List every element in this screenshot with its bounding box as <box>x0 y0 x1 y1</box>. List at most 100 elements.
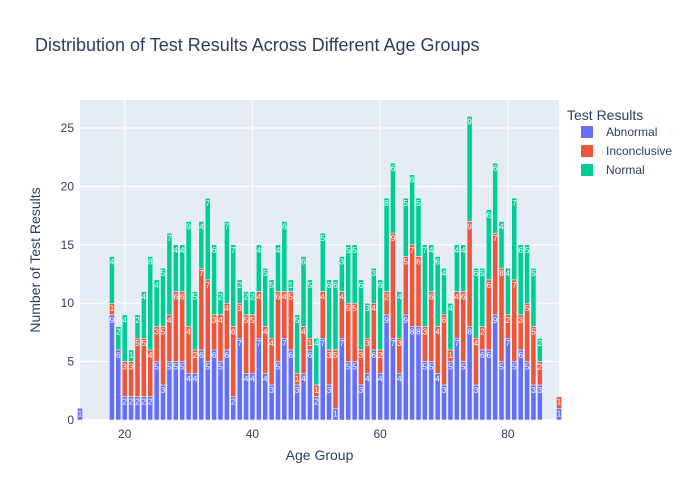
bar-normal <box>319 232 326 292</box>
y-tick-label: 15 <box>61 238 75 252</box>
bar-value-label: 6 <box>359 281 364 290</box>
bar-value-label: 1 <box>557 409 562 418</box>
bar-value-label: 7 <box>225 222 230 231</box>
x-axis-title: Age Group <box>286 447 354 463</box>
bar-normal <box>287 279 294 292</box>
bar-value-label: 4 <box>174 246 179 255</box>
bar-value-label: 2 <box>135 398 140 407</box>
bar-normal <box>160 267 166 327</box>
bar-value-label: 6 <box>391 164 396 173</box>
bar-value-label: 3 <box>372 269 377 278</box>
bar-value-label: 5 <box>346 304 351 313</box>
bar-value-label: 7 <box>512 199 517 208</box>
bar-value-label: 3 <box>340 257 345 266</box>
bar-value-label: 4 <box>372 304 377 313</box>
bar-normal <box>434 256 441 327</box>
x-tick-label: 80 <box>501 427 515 441</box>
bar-value-label: 2 <box>480 328 485 337</box>
bar-inconclusive <box>179 291 185 362</box>
bar-normal <box>262 267 269 327</box>
bar-value-label: 6 <box>461 293 466 302</box>
bar-value-label: 2 <box>244 293 249 302</box>
bar-value-label: 9 <box>403 316 408 325</box>
bar-abnormal <box>454 337 460 421</box>
legend-swatch-inconclusive <box>581 145 593 157</box>
bar-value-label: 2 <box>250 293 255 302</box>
bar-value-label: 3 <box>397 339 402 348</box>
bar-normal <box>466 116 473 222</box>
bar-value-label: 5 <box>180 363 185 372</box>
bar-abnormal <box>307 349 313 421</box>
bar-normal <box>332 279 339 351</box>
bar-inconclusive <box>441 314 447 386</box>
bar-value-label: 3 <box>129 363 134 372</box>
bar-normal <box>441 267 447 316</box>
bar-value-label: 3 <box>327 351 332 360</box>
bar-normal <box>192 291 198 351</box>
bar-value-label: 6 <box>493 164 498 173</box>
bar-normal <box>300 256 307 327</box>
bar-normal <box>415 197 422 257</box>
bar-abnormal <box>505 337 511 421</box>
bar-abnormal <box>211 349 217 421</box>
bar-value-label: 3 <box>365 339 370 348</box>
bar-value-label: 1 <box>333 409 338 418</box>
bar-value-label: 4 <box>442 269 447 278</box>
bar-value-label: 5 <box>244 316 249 325</box>
bar-value-label: 7 <box>320 339 325 348</box>
bar-value-label: 6 <box>487 211 492 220</box>
bar-value-label: 3 <box>359 351 364 360</box>
bar-normal <box>383 197 390 292</box>
bar-normal <box>134 314 141 339</box>
bar-value-label: 7 <box>257 339 262 348</box>
bar-value-label: 4 <box>378 374 383 383</box>
bar-value-label: 6 <box>301 257 306 266</box>
bar-normal <box>473 267 479 339</box>
bar-value-label: 7 <box>340 339 345 348</box>
bar-value-label: 3 <box>538 386 543 395</box>
bar-value-label: 4 <box>250 374 255 383</box>
bar-normal <box>153 279 160 327</box>
bar-normal <box>179 244 185 292</box>
legend-label-inconclusive: Inconclusive <box>606 144 672 158</box>
bar-value-label: 5 <box>295 316 300 325</box>
bar-value-label: 4 <box>435 374 440 383</box>
bar-value-label: 4 <box>499 222 504 231</box>
bar-value-label: 2 <box>378 351 383 360</box>
bar-value-label: 5 <box>250 316 255 325</box>
bar-value-label: 5 <box>142 339 147 348</box>
bar-value-label: 6 <box>116 351 121 360</box>
bar-value-label: 7 <box>206 199 211 208</box>
bar-normal <box>409 174 415 246</box>
bar-normal <box>390 162 396 234</box>
bar-value-label: 8 <box>416 328 421 337</box>
bar-abnormal <box>390 337 396 421</box>
legend-label-abnormal: Abnormal <box>606 125 657 139</box>
bar-normal <box>275 244 281 292</box>
bar-normal <box>211 244 217 316</box>
bar-value-label: 2 <box>129 398 134 407</box>
bar-value-label: 6 <box>487 281 492 290</box>
bar-normal <box>224 221 230 304</box>
bar-value-label: 6 <box>333 281 338 290</box>
bar-value-label: 1 <box>129 351 134 360</box>
x-tick-label: 40 <box>246 427 260 441</box>
bar-normal <box>243 291 249 316</box>
bar-value-label: 3 <box>269 386 274 395</box>
bar-value-label: 5 <box>403 199 408 208</box>
bar-value-label: 7 <box>237 339 242 348</box>
bar-value-label: 5 <box>416 199 421 208</box>
bar-normal <box>370 267 377 304</box>
y-tick-label: 10 <box>61 296 75 310</box>
bar-normal <box>230 244 237 327</box>
bar-value-label: 5 <box>525 363 530 372</box>
bar-value-label: 1 <box>448 351 453 360</box>
bar-value-label: 5 <box>499 363 504 372</box>
bar-value-label: 3 <box>295 386 300 395</box>
bar-value-label: 1 <box>295 374 300 383</box>
bar-value-label: 6 <box>416 257 421 266</box>
bar-value-label: 8 <box>410 328 415 337</box>
bar-normal <box>141 291 147 339</box>
bar-value-label: 4 <box>142 293 147 302</box>
bar-normal <box>115 326 122 351</box>
